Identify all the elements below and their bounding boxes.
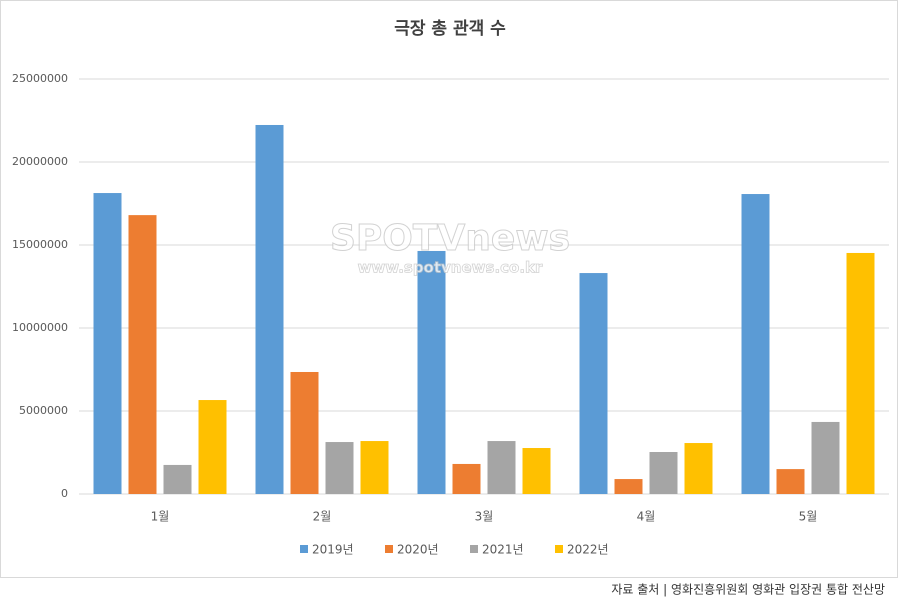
- chart-title: 극장 총 관객 수: [394, 19, 506, 39]
- watermark: SPOTVnews: [330, 218, 570, 259]
- y-tick-label: 25000000: [12, 72, 68, 85]
- legend-swatch: [300, 545, 308, 553]
- x-tick-label: 3월: [475, 510, 494, 524]
- source-note: 자료 출처 | 영화진흥위원회 영화관 입장권 통합 전산망: [611, 583, 885, 597]
- bar: [93, 193, 122, 495]
- bar: [198, 400, 227, 494]
- bar: [579, 273, 608, 494]
- bar: [360, 441, 389, 494]
- bar: [163, 464, 192, 494]
- x-tick-label: 4월: [637, 510, 656, 524]
- bar: [776, 469, 805, 494]
- bar: [846, 252, 875, 494]
- bar: [290, 371, 319, 494]
- legend-swatch: [470, 545, 478, 553]
- x-tick-label: 2월: [313, 510, 332, 524]
- bar: [649, 452, 678, 494]
- bar: [522, 448, 551, 494]
- y-tick-label: 0: [61, 487, 68, 500]
- bar: [811, 421, 840, 494]
- legend-label: 2020년: [397, 543, 439, 557]
- bar: [128, 215, 157, 494]
- bar: [452, 463, 481, 494]
- bar: [487, 441, 516, 494]
- bar: [614, 479, 643, 494]
- x-tick-label: 1월: [151, 510, 170, 524]
- watermark: www.spotvnews.co.kr: [358, 259, 543, 277]
- legend-swatch: [385, 545, 393, 553]
- bar: [325, 442, 354, 494]
- legend-swatch: [555, 545, 563, 553]
- legend-label: 2021년: [482, 543, 524, 557]
- y-tick-label: 5000000: [19, 404, 68, 417]
- y-tick-label: 20000000: [12, 155, 68, 168]
- y-tick-label: 15000000: [12, 238, 68, 251]
- bar: [255, 124, 284, 495]
- legend-label: 2022년: [567, 543, 609, 557]
- y-tick-label: 10000000: [12, 321, 68, 334]
- bar: [417, 250, 446, 494]
- x-tick-label: 5월: [799, 510, 818, 524]
- bar: [741, 194, 770, 494]
- bar: [684, 443, 713, 494]
- legend-label: 2019년: [312, 543, 354, 557]
